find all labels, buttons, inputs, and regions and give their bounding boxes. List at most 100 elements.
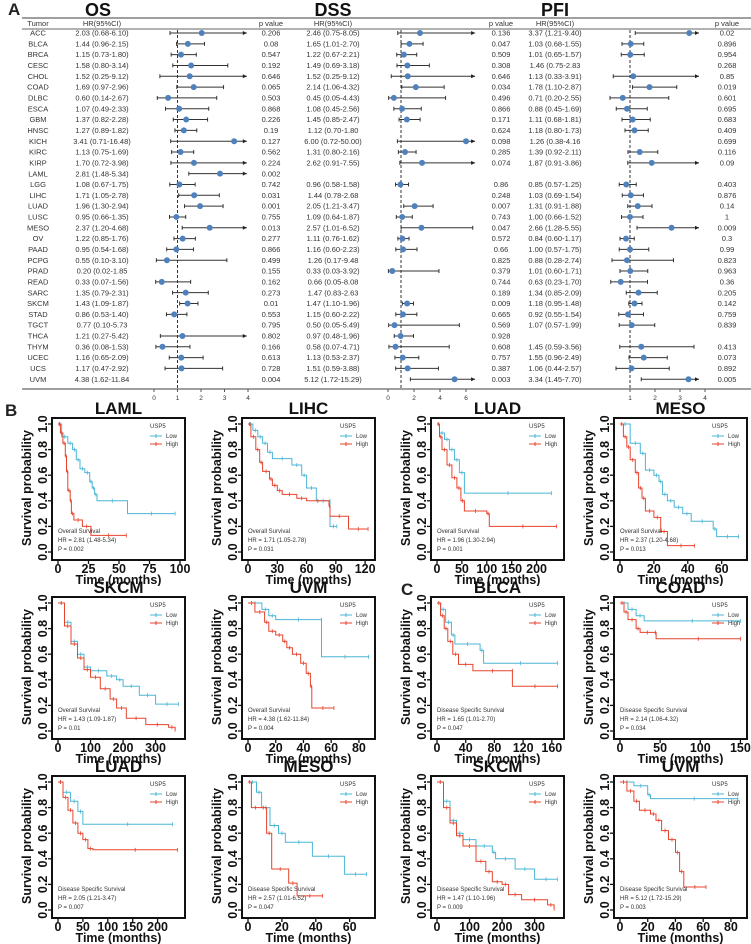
tumor-label: SKCM [27,299,49,308]
table-row: LUAD 1.96 (1.30-2.94) 0.001 2.05 (1.21-3.47… [28,202,734,211]
dss-hr-marker [397,332,404,339]
os-hr-marker [183,116,190,123]
os-p-value: 0.553 [262,310,281,319]
legend-title: USP5 [150,603,166,609]
os-p-value: 0.742 [262,180,281,189]
survival-type-label: Overall Survival [58,529,100,535]
dss-hr-value: 1.11 (0.76-1.62) [307,234,360,243]
x-tick-label: 150 [730,741,751,755]
x-tick-label: 100 [476,562,497,576]
y-axis-label: Survival probability [20,430,34,546]
pfi-hr-value: 1.13 (0.33-3.91) [528,72,582,81]
os-hr-value: 0.86 (0.53-1.40) [75,310,129,319]
os-hr-marker [184,300,191,307]
x-axis-label: Time (months) [638,573,724,586]
pfi-p-value: 0.99 [720,245,735,254]
os-hr-value: 1.37 (0.82-2.28) [75,115,129,124]
x-axis-label: Time (months) [266,573,352,586]
x-tick-label: 40 [297,741,311,755]
dss-p-value: 0.308 [492,61,511,70]
y-tick-label: 1.0 [226,415,240,432]
os-hr-value: 1.17 (0.47-2.92) [75,364,129,373]
pfi-hr-marker [624,257,630,264]
plot-frame [430,775,565,919]
os-hr-value: 0.95 (0.66-1.35) [75,213,129,222]
km-title: LIHC [289,400,329,418]
legend-label-high: High [728,442,740,448]
x-tick-label: 200 [113,741,134,755]
dss-p-value: 0.757 [492,353,511,362]
y-tick-label: 0.6 [226,466,240,483]
y-tick-label: 0.8 [36,799,50,816]
legend-label-low: Low [166,613,178,619]
os-hr-value: 1.96 (1.30-2.94) [75,202,129,211]
legend-label-high: High [545,442,557,448]
survival-type-label: Overall Survival [620,529,662,535]
km-curve-low [437,781,558,880]
tumor-label: MESO [27,223,49,232]
dss-p-value: 0.496 [492,94,511,103]
dss-hr-value: 2.14 (1.06-4.32) [306,83,360,92]
table-row: UCEC 1.16 (0.65-2.09) 0.613 1.13 (0.53-2.37… [27,353,736,362]
legend-label-high: High [166,800,178,806]
dss-p-value: 0.387 [492,364,511,373]
os-hr-value: 0.20 (0.02-1.85 [77,267,128,276]
y-axis-label: Survival probability [582,609,596,725]
hazard-ratio-label: HR = 1.43 (1.09-1.87) [58,717,116,723]
y-tick-label: 0.4 [415,671,429,688]
tumor-label: COAD [27,83,49,92]
x-axis-label: Time (months) [266,752,352,765]
survival-type-label: Disease Specific Survival [437,708,504,714]
os-p-value: 0.002 [262,169,281,178]
table-row: KIRC 1.13 (0.75-1.69) 0.562 1.31 (0.80-2.16… [29,148,736,157]
os-hr-value: 1.15 (0.73-1.80) [75,50,129,59]
pfi-hr-value: 1.55 (0.96-2.49) [528,353,582,362]
tumor-label: UVM [30,375,47,384]
y-tick-label: 0.8 [226,620,240,637]
x-axis-label: Time (months) [455,931,541,944]
pfi-ci-arrow [695,160,699,165]
legend-label-low: Low [728,434,740,440]
tumor-label: DLBC [28,94,49,103]
x-tick-label: 60 [343,920,357,934]
os-hr-marker [198,30,205,36]
dss-hr-value: 2.57 (1.01-6.52) [306,223,360,232]
y-tick-label: 0.4 [415,850,429,867]
y-tick-label: 0.0 [415,722,429,739]
pfi-p-value: 0.85 [720,72,735,81]
p-value-label: P = 0.003 [620,905,646,911]
tumor-label: LUSC [28,213,49,222]
y-tick-label: 0.8 [226,441,240,458]
os-hr-value: 0.77 (0.10-5.73 [77,321,128,330]
dss-p-value: 0.646 [492,72,511,81]
tumor-label: PCPG [27,256,48,265]
os-hr-marker [191,192,198,199]
dss-ci-arrow [471,160,476,165]
y-tick-label: 0.6 [415,824,429,841]
p-value-label: P = 0.009 [437,905,463,911]
y-tick-label: 0.8 [36,441,50,458]
p-value-label: P = 0.047 [248,905,274,911]
pfi-p-value: 0.268 [718,61,737,70]
os-p-value: 0.004 [262,375,281,384]
os-ci-arrow [242,31,247,35]
plot-frame [241,417,376,561]
y-tick-label: 0.6 [226,824,240,841]
os-hr-value: 1.07 (0.49-2.33) [75,104,129,113]
y-tick-label: 0.2 [36,518,50,535]
legend-label-high: High [728,800,740,806]
pfi-p-value: 0.116 [718,148,736,157]
y-tick-label: 0.4 [598,492,612,509]
x-axis-label: Time (months) [638,931,724,944]
os-axis-tick-label: 2 [199,395,203,402]
dss-p-value: 0.86 [494,180,509,189]
pfi-hr-value: 1.01 (0.65-1.57) [528,50,582,59]
pfi-p-value: 0.759 [718,310,737,319]
pfi-hr-value: 1.06 (0.44-2.57) [528,364,582,373]
os-hr-value: 1.58 (0.80-3.14) [75,61,129,70]
x-axis-label: Time (months) [76,931,162,944]
km-curve-low [58,602,179,705]
x-tick-label: 200 [492,920,513,934]
dss-hr-marker [392,343,399,350]
